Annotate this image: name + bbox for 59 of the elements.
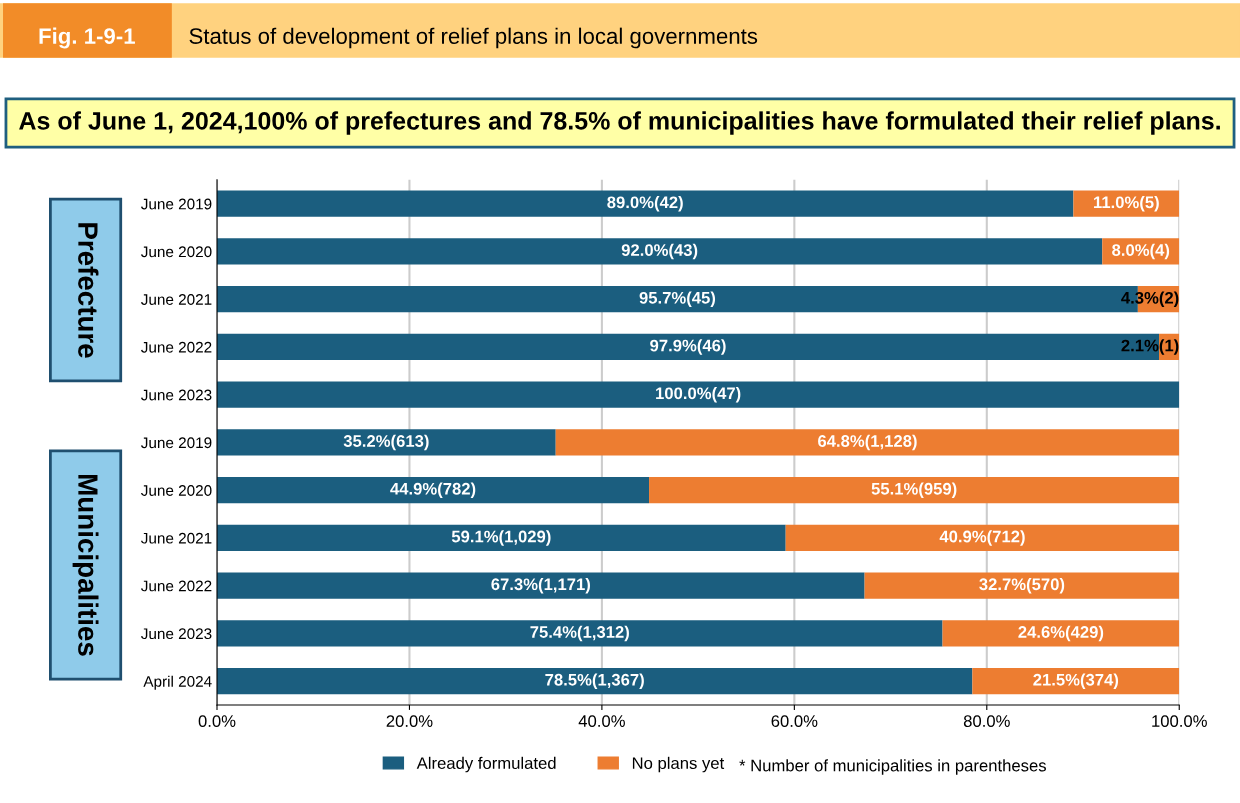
y-tick-label: June 2020 (141, 485, 212, 496)
bar (217, 429, 556, 456)
text: Municipalities (72, 475, 99, 656)
chart-title: Status of development of relief plans in local governments (189, 27, 758, 49)
data-label: 24.6%(429) (1018, 625, 1104, 642)
y-tick-label: June 2021 (141, 294, 212, 305)
data-label: 92.0%(43) (621, 243, 698, 260)
data-label: 67.3%(1,171) (491, 577, 590, 594)
chart-subtitle: As of June 1, 2024,100% of prefectures and 78.5% of municipalities have formulated their relief plans. (19, 111, 1220, 135)
y-tick-label: June 2023 (141, 389, 212, 401)
bar (217, 190, 1074, 217)
caption: Fig. 1-9-1 (39, 27, 135, 49)
data-label: 21.5%(374) (1033, 673, 1119, 689)
data-label: 100.0%(47) (656, 386, 741, 403)
bar (217, 524, 786, 552)
text: * Number of municipalities in parentheses (739, 759, 1046, 775)
data-label: 89.0%(42) (607, 195, 683, 212)
y-tick-label: June 2023 (141, 628, 212, 640)
y-tick-label: June 2022 (141, 580, 212, 592)
bar (217, 381, 1180, 408)
x-tick-label: 0.0% (198, 715, 236, 727)
bar (217, 668, 973, 695)
bar (217, 238, 1103, 265)
bar (864, 572, 1180, 599)
bar (217, 572, 865, 599)
bar (649, 477, 1180, 504)
data-label: 44.9%(782) (390, 482, 476, 498)
x-tick-label: 80.0% (963, 715, 1010, 727)
bar (972, 668, 1180, 695)
data-label: 55.1%(959) (871, 482, 957, 498)
x-tick-label: 20.0% (386, 715, 433, 727)
y-tick-label: June 2022 (141, 341, 212, 353)
data-label: 95.7%(45) (639, 291, 716, 307)
bar (217, 620, 943, 647)
bar (942, 620, 1180, 647)
bar (785, 524, 1180, 552)
bar (217, 477, 650, 504)
y-tick-label: June 2019 (141, 198, 212, 210)
text: Prefecture (78, 223, 99, 358)
data-label: 78.5%(1,367) (545, 673, 644, 689)
y-tick-label: June 2021 (141, 532, 212, 544)
data-label: 40.9%(712) (939, 530, 1025, 546)
y-tick-label: April 2024 (143, 675, 212, 690)
legend-label: No plans yet (632, 756, 725, 773)
legend-label: Already formulated (416, 756, 556, 773)
data-label: 64.8%(1,128) (818, 434, 917, 451)
data-label: 32.7%(570) (979, 577, 1065, 594)
data-label: 75.4%(1,312) (530, 625, 629, 642)
data-label: 59.1%(1,029) (451, 530, 551, 546)
x-tick-label: 60.0% (771, 715, 818, 727)
data-label: 97.9%(46) (650, 339, 726, 355)
x-tick-label: 100.0% (1152, 715, 1207, 727)
bar (555, 429, 1180, 456)
data-label: 35.2%(613) (343, 434, 429, 451)
x-tick-label: 40.0% (578, 715, 625, 727)
data-label: 11.0%(5) (1094, 195, 1159, 212)
y-tick-label: June 2020 (141, 246, 212, 258)
y-tick-label: June 2019 (141, 437, 212, 449)
data-label: 8.0%(4) (1112, 243, 1170, 260)
